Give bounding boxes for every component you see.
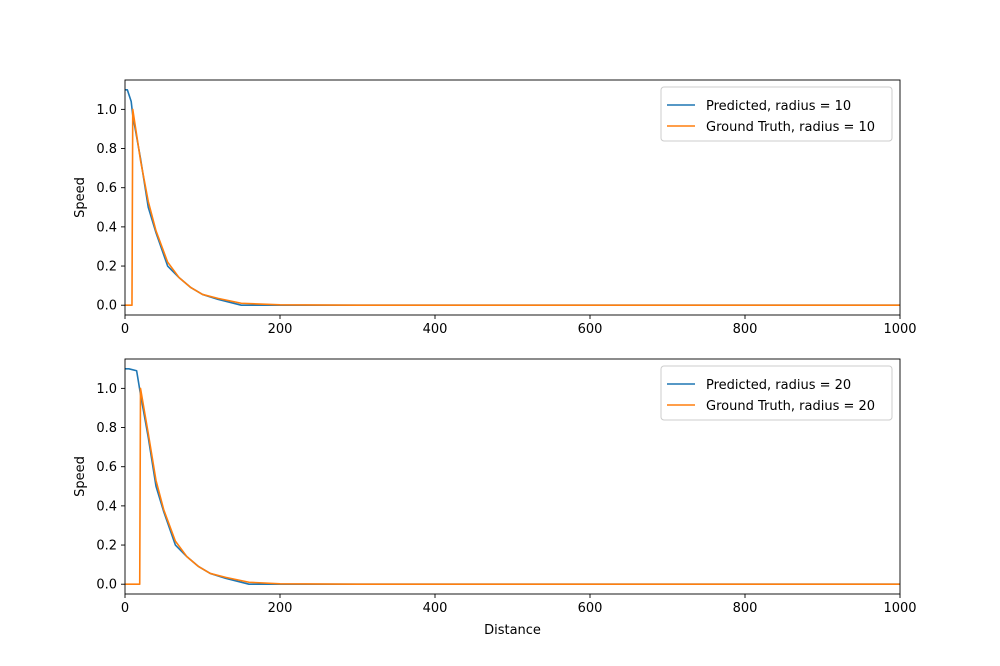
y-tick-label: 0.4 (96, 499, 117, 514)
legend-label: Ground Truth, radius = 10 (706, 120, 875, 135)
y-tick-label: 0.8 (96, 142, 117, 157)
x-tick-label: 400 (423, 322, 448, 337)
x-tick-label: 400 (423, 601, 448, 616)
y-tick-label: 1.0 (96, 382, 117, 397)
y-axis-label: Speed (73, 456, 88, 497)
legend-label: Predicted, radius = 10 (706, 99, 851, 114)
series-line-1 (125, 88, 900, 307)
plot-frame (124, 358, 901, 595)
x-tick-label: 600 (578, 601, 603, 616)
chart-2: 0 200 400 600 800 1000 0.0 0.2 0.4 0.6 0.8 1.0 Speed… (73, 358, 917, 638)
x-tick-label: 1000 (883, 322, 916, 337)
chart-1: 0 200 400 600 800 1000 0.0 0.2 0.4 0.6 0.8 1.0 Speed… (73, 79, 917, 337)
y-tick-label: 1.0 (96, 103, 117, 118)
x-tick-label: 200 (268, 601, 293, 616)
x-axis-label: Distance (484, 623, 541, 638)
x-tick-label: 600 (578, 322, 603, 337)
y-tick-label: 0.2 (96, 260, 117, 275)
x-tick-label: 1000 (883, 601, 916, 616)
x-tick-label: 0 (121, 601, 129, 616)
series-line-1 (125, 367, 900, 586)
x-tick-label: 200 (268, 322, 293, 337)
y-axis-label: Speed (73, 177, 88, 218)
series-line-2 (125, 108, 900, 307)
x-tick-label: 800 (733, 322, 758, 337)
y-tick-label: 0.6 (96, 181, 117, 196)
y-tick-label: 0.8 (96, 421, 117, 436)
legend-label: Predicted, radius = 20 (706, 378, 851, 393)
legend: Predicted, radius = 10 Ground Truth, radi… (660, 86, 893, 142)
y-tick-label: 0.6 (96, 460, 117, 475)
legend-label: Ground Truth, radius = 20 (706, 399, 875, 414)
y-tick-label: 0.0 (96, 299, 117, 314)
legend-box (660, 86, 893, 142)
plot-frame (124, 79, 901, 316)
legend-box (660, 365, 893, 421)
y-tick-label: 0.0 (96, 578, 117, 593)
x-tick-label: 800 (733, 601, 758, 616)
x-tick-label: 0 (121, 322, 129, 337)
legend: Predicted, radius = 20 Ground Truth, radi… (660, 365, 893, 421)
y-tick-label: 0.2 (96, 539, 117, 554)
series-line-2 (125, 387, 900, 586)
y-tick-label: 0.4 (96, 220, 117, 235)
